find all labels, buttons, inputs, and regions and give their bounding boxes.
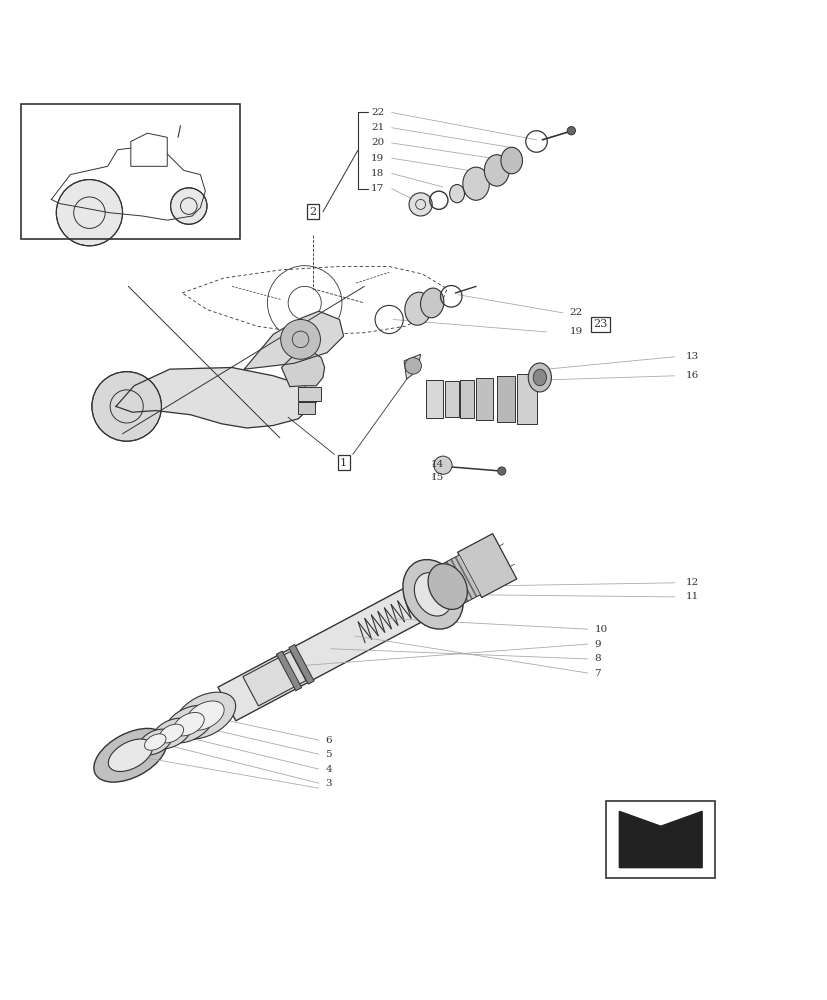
Text: 19: 19 (569, 327, 582, 336)
Bar (298, 402, 314, 414)
Bar (426, 380, 442, 418)
Ellipse shape (145, 734, 165, 750)
Ellipse shape (528, 363, 551, 392)
Polygon shape (116, 368, 316, 428)
Text: 23: 23 (592, 319, 607, 329)
Polygon shape (457, 534, 516, 598)
Text: 17: 17 (370, 184, 384, 193)
Text: 22: 22 (370, 108, 384, 117)
Polygon shape (404, 354, 420, 379)
Bar (459, 380, 474, 418)
Circle shape (409, 193, 432, 216)
Text: 12: 12 (685, 578, 698, 587)
Bar (496, 376, 514, 422)
Text: 11: 11 (685, 592, 698, 601)
Circle shape (404, 358, 421, 374)
Text: 5: 5 (325, 750, 332, 759)
Text: 14: 14 (430, 460, 443, 469)
Circle shape (566, 127, 575, 135)
Text: 15: 15 (430, 473, 443, 482)
Bar (298, 387, 321, 401)
Polygon shape (447, 560, 471, 601)
Ellipse shape (174, 692, 236, 739)
Polygon shape (437, 564, 462, 606)
Text: 8: 8 (594, 654, 600, 663)
Polygon shape (244, 311, 343, 369)
Bar (21, 104, 240, 239)
Circle shape (92, 372, 161, 441)
Text: 21: 21 (370, 123, 384, 132)
Text: 9: 9 (594, 640, 600, 649)
Polygon shape (438, 555, 480, 606)
Ellipse shape (484, 155, 509, 186)
Ellipse shape (428, 564, 466, 609)
Polygon shape (131, 133, 167, 166)
Polygon shape (456, 555, 480, 596)
Ellipse shape (108, 739, 152, 771)
Ellipse shape (404, 292, 431, 325)
Circle shape (280, 319, 320, 359)
Ellipse shape (533, 369, 546, 386)
Text: 18: 18 (370, 169, 384, 178)
Ellipse shape (420, 288, 443, 318)
Polygon shape (242, 651, 306, 706)
Text: 3: 3 (325, 779, 332, 788)
Polygon shape (281, 351, 324, 387)
Polygon shape (276, 651, 301, 691)
Ellipse shape (93, 728, 167, 782)
Ellipse shape (174, 712, 204, 736)
Ellipse shape (449, 185, 464, 203)
Text: 10: 10 (594, 625, 607, 634)
Ellipse shape (462, 167, 489, 200)
Ellipse shape (500, 147, 522, 174)
Text: 7: 7 (594, 669, 600, 678)
Ellipse shape (185, 701, 224, 730)
Polygon shape (289, 644, 313, 684)
Polygon shape (442, 562, 466, 603)
Circle shape (433, 456, 452, 474)
Ellipse shape (138, 729, 172, 755)
Ellipse shape (164, 705, 213, 743)
Text: 13: 13 (685, 352, 698, 361)
Circle shape (170, 188, 207, 224)
Polygon shape (619, 811, 701, 868)
Circle shape (56, 180, 122, 246)
Text: 22: 22 (569, 308, 582, 317)
Text: 19: 19 (370, 154, 384, 163)
Text: 2: 2 (309, 207, 316, 217)
Text: 16: 16 (685, 371, 698, 380)
Bar (445, 381, 458, 417)
Circle shape (497, 467, 505, 475)
Text: 6: 6 (325, 736, 332, 745)
Text: 4: 4 (325, 765, 332, 774)
Bar (517, 374, 537, 424)
Ellipse shape (414, 573, 452, 616)
Polygon shape (218, 563, 469, 721)
Ellipse shape (151, 718, 191, 749)
Ellipse shape (403, 560, 462, 629)
Text: 1: 1 (340, 458, 347, 468)
Polygon shape (451, 557, 476, 599)
Text: 20: 20 (370, 138, 384, 147)
Bar (605, 801, 715, 878)
Bar (476, 378, 492, 420)
Ellipse shape (159, 724, 184, 743)
